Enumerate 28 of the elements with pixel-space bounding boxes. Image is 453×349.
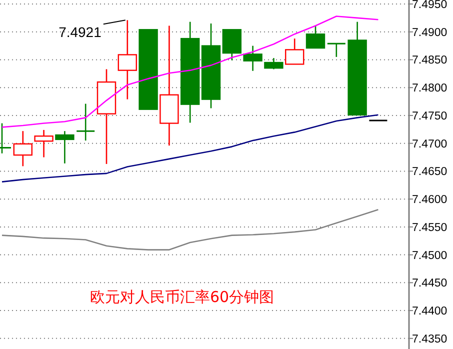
y-tick-label: 7.4600	[412, 194, 448, 206]
y-tick-label: 7.4650	[412, 166, 448, 178]
y-tick-label: 7.4450	[412, 278, 448, 290]
y-tick-label: 7.4350	[412, 333, 448, 346]
candlestick	[55, 130, 74, 164]
y-tick-label: 7.4500	[412, 250, 448, 262]
candlestick	[285, 38, 304, 65]
y-tick-label: 7.4950	[412, 0, 448, 11]
candlestick	[118, 20, 137, 100]
y-tick-label: 7.4850	[412, 54, 448, 67]
y-tick-label: 7.4400	[412, 306, 448, 318]
y-tick-label: 7.4750	[412, 110, 448, 122]
candlestick	[34, 129, 54, 158]
candlestick	[222, 28, 242, 61]
text: 欧元对人民币汇率60分钟图	[90, 288, 274, 306]
candlestick	[326, 42, 346, 58]
y-tick-label: 7.4700	[412, 138, 448, 150]
line-series	[1, 114, 379, 182]
candlestick	[306, 25, 326, 49]
candlestick	[76, 103, 96, 142]
annotation: 7.4921	[58, 24, 102, 40]
candlestick	[264, 57, 284, 70]
candlestick	[13, 130, 32, 167]
candlestick	[243, 45, 262, 72]
y-tick-label: 7.4550	[412, 222, 448, 234]
line-series	[1, 16, 379, 128]
y-tick-label: 7.4800	[412, 82, 448, 95]
y-tick-label: 7.4900	[412, 26, 448, 39]
